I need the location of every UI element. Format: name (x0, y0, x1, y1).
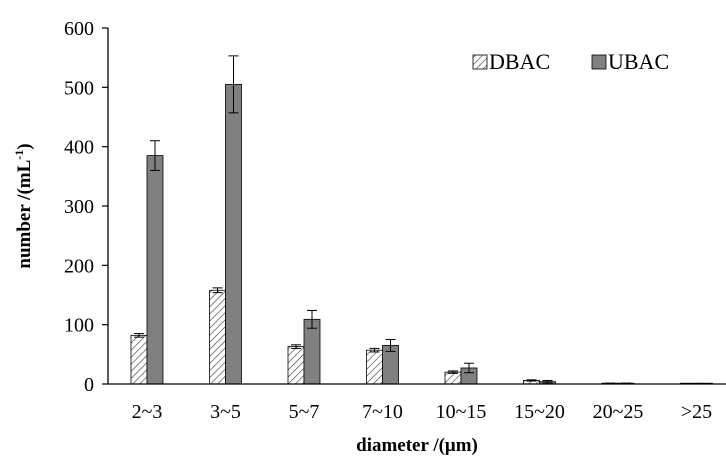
bars-group (130, 83, 713, 385)
x-tick-label-7: >25 (681, 401, 712, 423)
x-tick-label-1: 3~5 (210, 401, 241, 423)
x-tick-label-4: 10~15 (436, 401, 487, 423)
legend-swatch-ubac (591, 54, 607, 70)
y-axis-ticks (102, 27, 108, 385)
y-tick-label-1: 100 (64, 315, 94, 337)
y-tick-label-6: 600 (64, 18, 94, 40)
x-axis-title: diameter /(μm) (356, 435, 478, 456)
y-axis-title: number /(mL-1) (12, 143, 35, 268)
y-axis-title-sup: -1 (12, 150, 26, 160)
y-tick-label-0: 0 (84, 374, 94, 396)
y-tick-label-4: 400 (64, 137, 94, 159)
bar-dbac-1 (209, 289, 226, 385)
legend-label-ubac: UBAC (608, 49, 669, 74)
y-axis-title-tail: ) (14, 143, 35, 149)
bar-dbac-3 (366, 349, 383, 385)
legend: DBAC UBAC (472, 49, 669, 74)
y-tick-label-3: 300 (64, 196, 94, 218)
bar-ubac-1 (225, 83, 242, 385)
x-tick-label-2: 5~7 (289, 401, 320, 423)
x-tick-label-3: 7~10 (362, 401, 403, 423)
y-axis-title-main: number /(mL (14, 160, 35, 269)
error-bars-group (134, 55, 631, 385)
bar-dbac-2 (287, 346, 305, 385)
y-tick-label-5: 500 (64, 77, 94, 99)
bar-ubac-0 (146, 155, 164, 385)
y-axis-tick-labels: 0 100 200 300 400 500 600 (64, 18, 94, 396)
bar-dbac-0 (130, 334, 148, 385)
bar-ubac-2 (303, 318, 321, 385)
x-axis-tick-labels: 2~3 3~5 5~7 7~10 10~15 15~20 20~25 >25 (132, 401, 713, 423)
y-tick-label-2: 200 (64, 255, 94, 277)
x-tick-label-0: 2~3 (132, 401, 163, 423)
bar-dbac-4 (444, 371, 462, 385)
legend-label-dbac: DBAC (489, 49, 550, 74)
x-tick-label-6: 20~25 (593, 401, 644, 423)
legend-swatch-dbac (472, 54, 488, 70)
x-tick-label-5: 15~20 (514, 401, 565, 423)
